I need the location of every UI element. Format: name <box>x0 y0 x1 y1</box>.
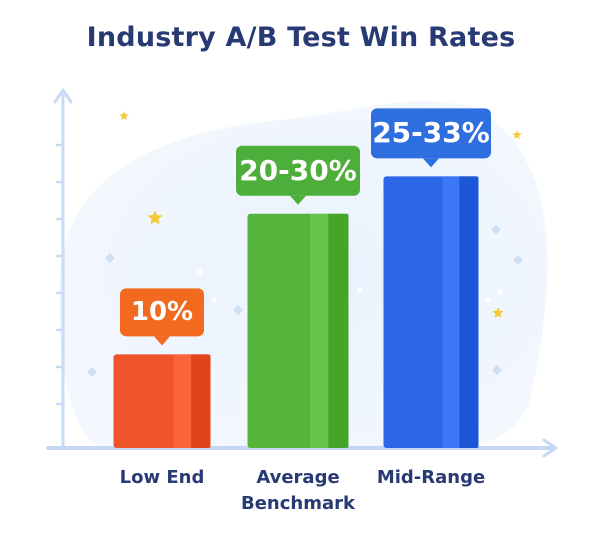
data-label: 25-33% <box>372 116 490 150</box>
data-label: 20-30% <box>239 153 357 187</box>
star-icon <box>492 307 504 318</box>
bar-shade <box>328 213 349 448</box>
chart-title: Industry A/B Test Win Rates <box>86 22 516 53</box>
sparkle-dot-icon <box>485 297 491 303</box>
x-tick-label-line: Mid-Range <box>376 467 486 488</box>
bar-highlight <box>173 354 192 448</box>
x-tick-label-line: Benchmark <box>241 493 355 514</box>
bar-highlight <box>310 213 329 448</box>
y-axis-arrow <box>53 88 73 104</box>
star-icon <box>119 111 129 120</box>
sparkle-dot-icon <box>497 289 503 295</box>
sparkle-dot-icon <box>357 287 363 293</box>
data-label-box <box>371 108 491 159</box>
x-tick-label: Mid-Range <box>351 465 511 491</box>
data-label-callouts <box>120 108 491 346</box>
data-label: 10% <box>130 297 194 328</box>
x-tick-label-line: Low End <box>119 467 205 488</box>
data-label-box <box>236 145 360 196</box>
star-icon <box>147 210 163 225</box>
x-axis-arrow <box>542 438 558 458</box>
bar-shade <box>459 176 479 448</box>
bar-shade <box>191 354 211 448</box>
bar-highlight <box>442 176 460 448</box>
sparkle-dot-icon <box>211 297 217 303</box>
sparkle-icon <box>491 225 501 235</box>
sparkle-icon <box>233 305 243 315</box>
data-label-pointer <box>423 158 439 168</box>
sparkle-dot-icon <box>197 269 203 275</box>
bars <box>113 176 479 448</box>
data-label-pointer <box>290 195 306 205</box>
sparkle-icon <box>492 365 502 375</box>
sparkle-icon <box>513 255 523 265</box>
x-tick-label: Low End <box>82 465 242 491</box>
x-tick-label: Average Benchmark <box>218 465 378 517</box>
data-label-pointer <box>154 336 170 346</box>
x-tick-label-line: Average <box>256 467 340 488</box>
star-icon <box>512 130 522 139</box>
data-label-box <box>120 288 204 337</box>
